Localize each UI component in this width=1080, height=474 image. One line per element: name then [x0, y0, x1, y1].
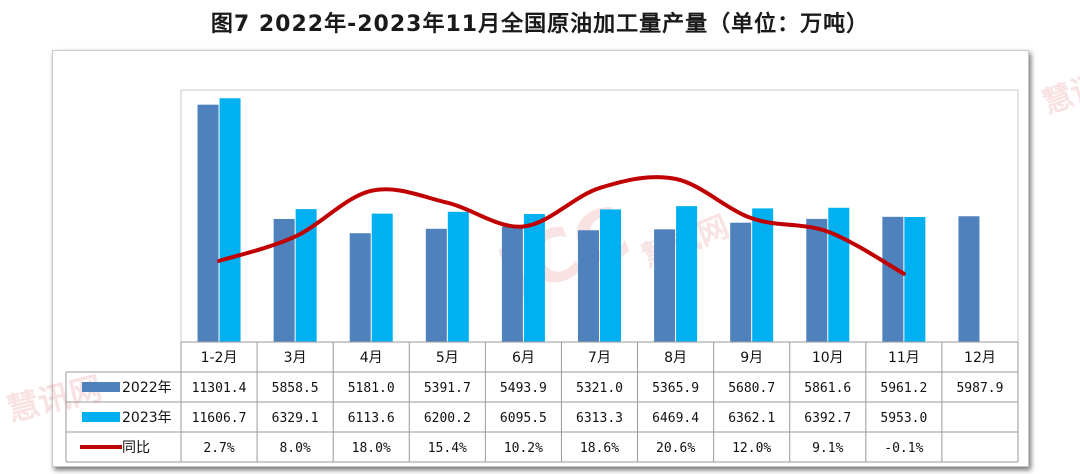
- category-label: 4月: [360, 350, 383, 366]
- bar-1-4: [523, 213, 545, 342]
- bar-1-2: [371, 213, 393, 342]
- bar-1-0: [219, 98, 241, 342]
- bar-0-3: [425, 228, 447, 342]
- data-label-2-2: 18.0%: [352, 441, 391, 456]
- category-label: 10月: [812, 350, 844, 366]
- category-label: 6月: [512, 350, 535, 366]
- data-label-1-2: 6113.6: [348, 411, 395, 426]
- bar-0-0: [197, 104, 219, 343]
- category-label: 7月: [588, 350, 611, 366]
- category-label: 3月: [284, 350, 307, 366]
- bar-group: [197, 98, 980, 343]
- data-label-1-3: 6200.2: [424, 411, 471, 426]
- category-label: 12月: [964, 350, 996, 366]
- bar-1-8: [828, 207, 850, 342]
- category-label: 1-2月: [201, 350, 238, 366]
- category-label: 9月: [740, 350, 763, 366]
- data-label-2-0: 2.7%: [203, 441, 234, 456]
- data-label-0-5: 5321.0: [576, 381, 623, 396]
- bar-0-8: [806, 218, 828, 342]
- data-label-2-4: 10.2%: [504, 441, 543, 456]
- bar-1-1: [295, 209, 317, 342]
- data-label-2-8: 9.1%: [812, 441, 843, 456]
- data-label-2-9: -0.1%: [884, 441, 923, 456]
- watermark-corner-right: 慧讯网: [1038, 58, 1080, 122]
- data-label-1-0: 11606.7: [192, 411, 247, 426]
- data-label-2-1: 8.0%: [279, 441, 310, 456]
- data-label-0-10: 5987.9: [956, 381, 1003, 396]
- bar-0-9: [882, 216, 904, 342]
- bar-1-5: [600, 209, 621, 342]
- bar-0-5: [578, 230, 599, 342]
- data-label-0-4: 5493.9: [500, 381, 547, 396]
- legend-key-0: [82, 382, 120, 392]
- bar-1-9: [904, 216, 926, 342]
- data-label-0-0: 11301.4: [192, 381, 247, 396]
- series-line-yoy: [217, 175, 906, 276]
- bar-0-7: [730, 222, 752, 342]
- legend-key-1: [82, 412, 120, 422]
- data-label-1-4: 6095.5: [500, 411, 547, 426]
- category-label: 5月: [436, 350, 459, 366]
- data-label-1-5: 6313.3: [576, 411, 623, 426]
- data-label-2-6: 20.6%: [656, 441, 695, 456]
- data-label-0-8: 5861.6: [804, 381, 851, 396]
- bar-0-10: [958, 216, 980, 342]
- data-label-1-1: 6329.1: [272, 411, 319, 426]
- data-label-0-2: 5181.0: [348, 381, 395, 396]
- bar-0-1: [273, 218, 295, 342]
- legend-label-2: 同比: [122, 440, 150, 456]
- bar-1-7: [752, 208, 774, 342]
- chart-title: 图7 2022年-2023年11月全国原油加工量产量（单位：万吨）: [210, 12, 870, 37]
- data-label-0-1: 5858.5: [272, 381, 319, 396]
- data-label-1-9: 5953.0: [880, 411, 927, 426]
- data-table: 1-2月 3月 4月 5月 6月 7月 8月 9月 10月 11月 12月 2022年 11301.4 5…: [65, 341, 1019, 463]
- bar-0-6: [654, 229, 676, 342]
- data-label-0-7: 5680.7: [728, 381, 775, 396]
- data-label-0-6: 5365.9: [652, 381, 699, 396]
- legend-label-1: 2023年: [122, 410, 172, 426]
- data-label-1-8: 6392.7: [804, 411, 851, 426]
- bar-1-3: [447, 211, 469, 342]
- category-label: 11月: [888, 350, 920, 366]
- data-label-2-5: 18.6%: [580, 441, 619, 456]
- bar-0-2: [349, 233, 371, 342]
- legend-label-0: 2022年: [122, 380, 172, 396]
- data-label-2-7: 12.0%: [732, 441, 771, 456]
- data-label-2-3: 15.4%: [428, 441, 467, 456]
- line-group: [217, 175, 906, 276]
- data-label-0-3: 5391.7: [424, 381, 471, 396]
- data-label-1-6: 6469.4: [652, 411, 699, 426]
- category-label: 8月: [664, 350, 687, 366]
- bar-0-4: [501, 226, 523, 342]
- bar-1-6: [676, 206, 698, 342]
- data-label-1-7: 6362.1: [728, 411, 775, 426]
- data-label-0-9: 5961.2: [880, 381, 927, 396]
